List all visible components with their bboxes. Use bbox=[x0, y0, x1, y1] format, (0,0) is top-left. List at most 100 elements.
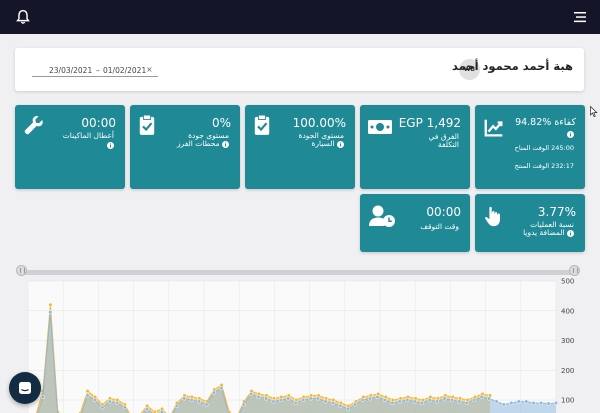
y-tick-label: 300 bbox=[561, 337, 574, 345]
series-point-2 bbox=[278, 397, 283, 403]
series-point-2 bbox=[464, 400, 469, 406]
info-icon[interactable] bbox=[222, 140, 229, 148]
series-point-2 bbox=[360, 397, 365, 403]
header-card: 23/03/2021 – 01/02/2021 × WB هبة أحمد مح… bbox=[15, 48, 584, 91]
machine-faults-label-line1: أعطال الماكينات bbox=[62, 131, 114, 140]
manual-ops-label: نسبة العمليات المضافة يدويا bbox=[523, 221, 574, 237]
zoom-slider-handle-left[interactable] bbox=[16, 265, 27, 276]
series-point-2 bbox=[382, 397, 388, 403]
series-point-2 bbox=[524, 399, 529, 404]
zoom-slider-handle-right[interactable] bbox=[569, 265, 580, 276]
kpi-efficiency[interactable]: 94.82% كفاءة 245:00 الوقت المتاح 232:17 … bbox=[475, 105, 585, 189]
series-point-1 bbox=[48, 302, 53, 307]
series-point-2 bbox=[40, 394, 45, 400]
series-point-2 bbox=[397, 399, 402, 404]
series-point-2 bbox=[457, 399, 462, 404]
clipboard-check-icon bbox=[139, 114, 155, 135]
series-point-2 bbox=[308, 396, 313, 401]
info-icon[interactable] bbox=[107, 142, 114, 149]
series-point-2 bbox=[85, 393, 90, 398]
y-tick-label: 400 bbox=[561, 307, 574, 315]
series-point-2 bbox=[353, 402, 358, 407]
series-point-2 bbox=[92, 397, 97, 403]
wanted-value: 245:00 bbox=[551, 144, 574, 152]
series-point-2 bbox=[286, 396, 291, 401]
chat-icon bbox=[19, 382, 31, 394]
station-quality-label-line1: مستوى جودة bbox=[188, 131, 229, 140]
machine-faults-value: 00:00 bbox=[81, 116, 116, 130]
kpi-station-quality[interactable]: 0% مستوى جودة محطات الفرز bbox=[130, 105, 240, 189]
series-point-2 bbox=[107, 399, 112, 404]
production-area-chart: 500 400 300 200 100 bbox=[27, 278, 574, 413]
series-point-2 bbox=[420, 400, 425, 406]
series-point-2 bbox=[48, 310, 53, 315]
series-point-1 bbox=[152, 409, 157, 413]
cost-label-line2: التكلفة bbox=[437, 140, 459, 149]
series-point-2 bbox=[204, 402, 209, 407]
series-point-2 bbox=[412, 399, 417, 404]
date-separator: – bbox=[96, 66, 100, 75]
y-tick-label: 100 bbox=[561, 397, 574, 405]
series-point-2 bbox=[323, 399, 328, 404]
date-end[interactable]: 01/02/2021 bbox=[103, 66, 147, 75]
series-point-2 bbox=[345, 406, 350, 411]
series-point-2 bbox=[472, 397, 477, 403]
station-quality-value: 0% bbox=[211, 116, 231, 130]
avatar[interactable]: WB bbox=[459, 59, 480, 80]
series-point-2 bbox=[368, 396, 373, 401]
series-point-2 bbox=[115, 400, 120, 406]
machine-faults-label: أعطال الماكينات bbox=[63, 132, 114, 140]
cost-value: EGP 1,492 bbox=[398, 116, 461, 130]
series-point-2 bbox=[189, 397, 194, 403]
series-point-2 bbox=[271, 399, 276, 404]
kpi-stop-time[interactable]: 00:00 وقت التوقف bbox=[360, 194, 470, 252]
series-point-2 bbox=[390, 400, 395, 406]
manual-ops-value: 3.77% bbox=[537, 205, 576, 219]
series-point-2 bbox=[516, 399, 521, 404]
series-point-2 bbox=[539, 400, 544, 406]
y-tick-label: 200 bbox=[561, 367, 574, 375]
wanted-label: الوقت المتاح bbox=[514, 144, 550, 152]
stop-time-label-line1: وقت التوقف bbox=[420, 222, 459, 231]
zoom-slider-track[interactable] bbox=[19, 270, 575, 275]
mouse-cursor-icon bbox=[590, 106, 598, 117]
series-point-2 bbox=[442, 396, 447, 401]
info-icon[interactable] bbox=[337, 140, 344, 148]
series-point-2 bbox=[479, 394, 484, 400]
series-point-2 bbox=[182, 396, 187, 401]
stop-time-value: 00:00 bbox=[426, 205, 461, 219]
series-point-2 bbox=[449, 397, 454, 403]
series-point-2 bbox=[144, 406, 150, 411]
info-icon[interactable] bbox=[567, 131, 574, 138]
cost-label: الفرق في التكلفة bbox=[429, 133, 459, 149]
menu-icon[interactable] bbox=[572, 9, 588, 25]
info-icon[interactable] bbox=[567, 229, 574, 237]
actual-row: 232:17 الوقت المنتج bbox=[515, 163, 574, 170]
kpi-cost-difference[interactable]: EGP 1,492 الفرق في التكلفة bbox=[360, 105, 470, 189]
series-point-2 bbox=[338, 403, 343, 408]
user-name: هبة أحمد محمود أحمد bbox=[451, 59, 573, 73]
kpi-car-quality[interactable]: 100.00% مستوى الجودة السيارة bbox=[245, 105, 355, 189]
series-point-2 bbox=[100, 405, 105, 410]
car-quality-label: مستوى الجودة السيارة bbox=[299, 132, 344, 148]
series-point-2 bbox=[263, 396, 269, 401]
series-point-2 bbox=[241, 402, 246, 407]
date-range-picker[interactable]: 23/03/2021 – 01/02/2021 × bbox=[32, 62, 158, 77]
series-point-2 bbox=[315, 396, 321, 401]
date-start[interactable]: 23/03/2021 bbox=[49, 66, 93, 75]
trend-chart-icon bbox=[484, 119, 503, 137]
series-point-2 bbox=[211, 390, 216, 395]
series-point-2 bbox=[501, 402, 506, 407]
kpi-manual-operations[interactable]: 3.77% نسبة العمليات المضافة يدويا bbox=[475, 194, 585, 252]
date-clear-button[interactable]: × bbox=[146, 65, 153, 74]
money-bill-icon bbox=[368, 120, 392, 134]
series-point-2 bbox=[256, 394, 261, 400]
actual-value: 232:17 bbox=[551, 162, 574, 170]
series-point-1 bbox=[85, 389, 90, 394]
hand-pointer-icon bbox=[485, 206, 500, 227]
station-quality-label: مستوى جودة محطات الفرز bbox=[177, 132, 229, 148]
chat-launcher-button[interactable] bbox=[9, 372, 41, 404]
series-point-2 bbox=[546, 401, 551, 406]
bell-icon[interactable] bbox=[14, 8, 32, 26]
kpi-machine-faults[interactable]: 00:00 أعطال الماكينات bbox=[15, 105, 125, 189]
